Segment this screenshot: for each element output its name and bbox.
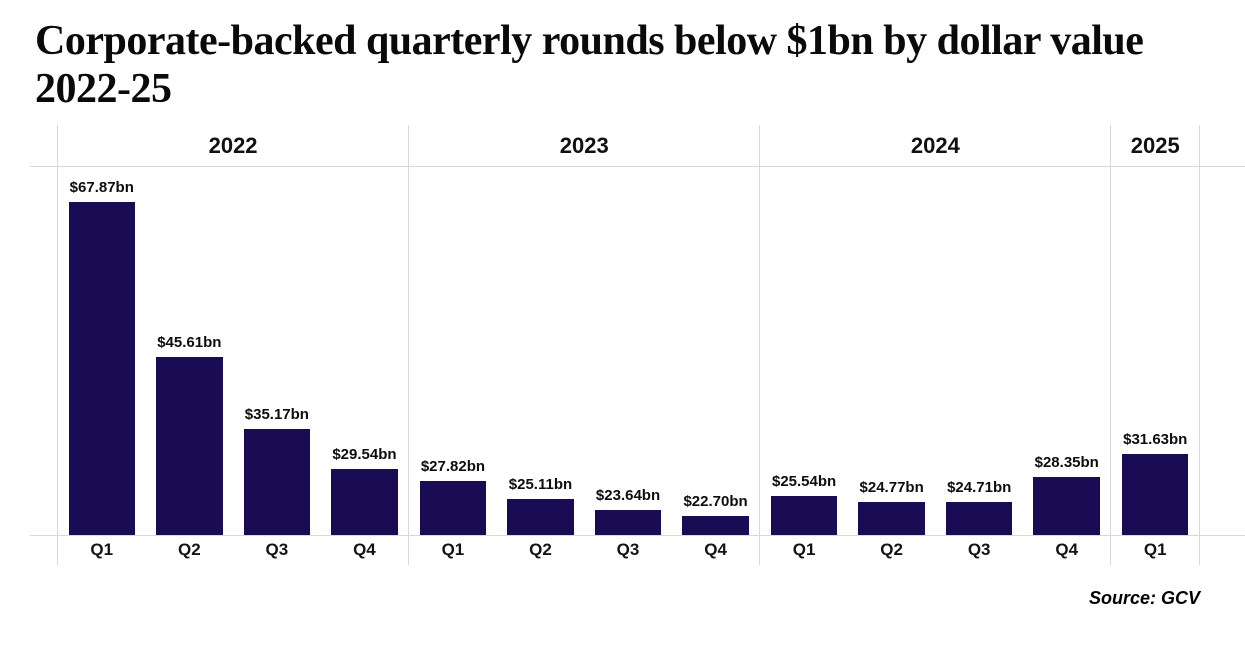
bar-2025-Q1: [1121, 454, 1189, 535]
bar-slot: $31.63bn: [1111, 166, 1199, 535]
bar-slot: $25.11bn: [497, 166, 585, 535]
year-group-2024: 2024 $25.54bn $24.77bn $24.71bn $28.35bn Q1 Q2…: [759, 125, 1110, 565]
bar-value-label: $27.82bn: [420, 458, 486, 475]
bars-row: $25.54bn $24.77bn $24.71bn $28.35bn: [760, 166, 1110, 535]
x-tick-label: Q2: [529, 540, 552, 559]
source-note: Source: GCV: [1088, 588, 1200, 608]
bar-2023-Q2: [507, 499, 574, 535]
year-group-2022: 2022 $67.87bn $45.61bn $35.17bn $29.54bn Q1 Q2…: [57, 125, 408, 565]
x-tick-label: Q1: [792, 540, 816, 559]
bar-slot: $67.87bn: [58, 166, 146, 535]
bars-row: $27.82bn $25.11bn $23.64bn $22.70bn: [409, 166, 759, 535]
bar-value-label: $25.11bn: [508, 476, 573, 493]
bar-value-label: $28.35bn: [1034, 454, 1099, 471]
chart-title: Corporate-backed quarterly rounds below …: [35, 18, 1144, 112]
x-tick-label: Q2: [880, 540, 903, 559]
bars-row: $31.63bn: [1111, 166, 1199, 535]
bar-value-label: $31.63bn: [1123, 431, 1188, 448]
year-group-2023: 2023 $27.82bn $25.11bn $23.64bn $22.70bn Q1 Q2…: [408, 125, 759, 565]
bar-2024-Q1: [770, 496, 838, 535]
bar-2022-Q3: [243, 429, 311, 535]
x-tick-label: Q1: [90, 540, 114, 559]
x-tick-label: Q3: [967, 540, 991, 559]
bar-value-label: $22.70bn: [683, 493, 748, 510]
x-tick-label: Q4: [704, 540, 727, 559]
header-divider-line: [30, 166, 1245, 167]
bar-2023-Q1: [419, 481, 487, 535]
x-tick-label: Q2: [177, 540, 201, 559]
bar-2022-Q2: [156, 357, 223, 535]
year-label: 2024: [910, 132, 960, 158]
bar-2024-Q4: [1033, 477, 1100, 535]
plot-panel: 2022 $67.87bn $45.61bn $35.17bn $29.54bn Q1 Q2…: [57, 125, 1200, 565]
bar-value-label: $29.54bn: [332, 446, 397, 463]
bar-value-label: $35.17bn: [244, 406, 309, 423]
bar-value-label: $24.77bn: [859, 479, 924, 496]
bar-2023-Q3: [594, 510, 662, 535]
quarter-label-row: Q1 Q2 Q3 Q4: [409, 535, 759, 565]
bars-row: $67.87bn $45.61bn $35.17bn $29.54bn: [58, 166, 408, 535]
bar-slot: $23.64bn: [584, 166, 672, 535]
bar-slot: $25.54bn: [760, 166, 848, 535]
bar-2022-Q4: [331, 469, 398, 535]
x-tick-label: Q4: [1055, 540, 1079, 559]
year-label: 2022: [208, 132, 258, 158]
x-tick-label: Q3: [616, 540, 640, 559]
quarter-label-row: Q1 Q2 Q3 Q4: [760, 535, 1110, 565]
year-label: 2023: [559, 132, 609, 158]
bar-slot: $27.82bn: [409, 166, 497, 535]
x-tick-label: Q1: [1143, 540, 1167, 559]
quarter-label-row: Q1 Q2 Q3 Q4: [58, 535, 408, 565]
bar-2022-Q1: [68, 202, 136, 535]
bar-2023-Q4: [682, 516, 749, 535]
bar-value-label: $67.87bn: [69, 179, 134, 196]
bar-slot: $28.35bn: [1023, 166, 1111, 535]
bar-slot: $22.70bn: [672, 166, 760, 535]
quarter-label-row: Q1: [1111, 535, 1199, 565]
bar-value-label: $45.61bn: [157, 334, 222, 351]
bar-2024-Q2: [858, 502, 925, 535]
bar-2024-Q3: [945, 502, 1013, 535]
bar-value-label: $24.71bn: [947, 479, 1012, 496]
x-tick-label: Q4: [353, 540, 376, 559]
year-label: 2025: [1130, 132, 1180, 158]
bar-value-label: $25.54bn: [771, 473, 837, 490]
bar-value-label: $23.64bn: [595, 487, 661, 504]
bar-slot: $29.54bn: [321, 166, 409, 535]
bar-slot: $24.77bn: [848, 166, 936, 535]
bar-slot: $35.17bn: [233, 166, 321, 535]
year-group-2025: 2025 $31.63bn Q1: [1110, 125, 1200, 565]
x-tick-label: Q3: [265, 540, 289, 559]
bar-slot: $45.61bn: [146, 166, 234, 535]
x-tick-label: Q1: [441, 540, 465, 559]
bar-slot: $24.71bn: [935, 166, 1023, 535]
x-axis-line: [30, 535, 1245, 536]
